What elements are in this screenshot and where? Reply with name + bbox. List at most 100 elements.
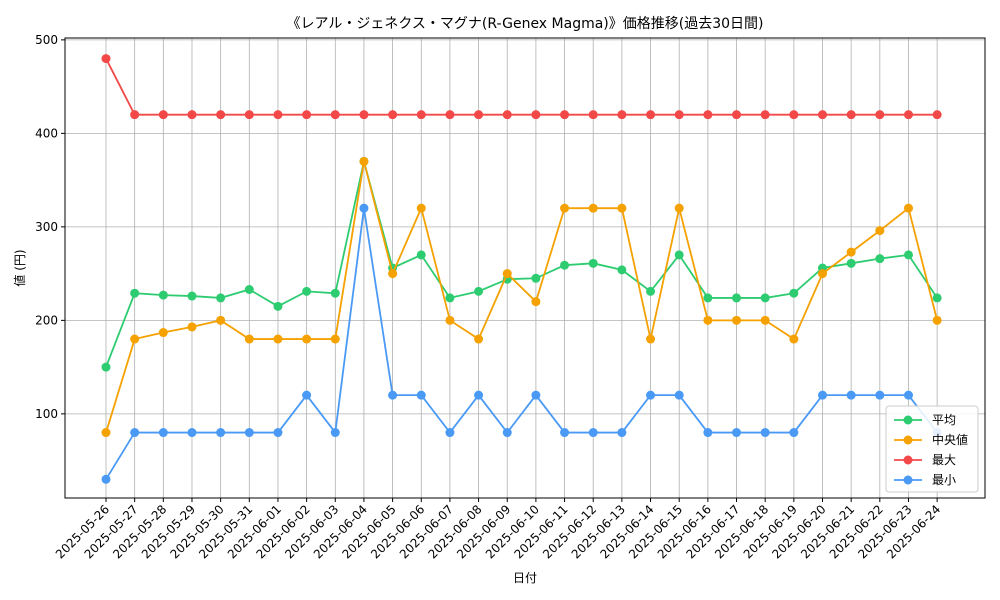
data-point [588,110,598,120]
data-point [445,428,455,438]
data-point [187,428,197,438]
legend-label: 最大 [932,453,956,467]
data-point [216,293,226,303]
data-point [502,428,512,438]
data-point [416,250,426,260]
data-point [531,297,541,307]
data-point [101,474,111,484]
series-2 [101,54,942,120]
data-point [903,110,913,120]
legend-label: 平均 [932,413,956,427]
data-point [560,203,570,213]
legend-label: 最小 [932,473,956,487]
data-point [875,390,885,400]
y-tick-label: 100 [35,407,58,421]
y-tick-label: 200 [35,313,58,327]
data-point [244,285,254,295]
data-point [617,265,627,275]
data-point [244,110,254,120]
data-point [273,334,283,344]
data-point [674,110,684,120]
data-point [445,293,455,303]
data-point [158,290,168,300]
legend-item: 最小 [894,473,956,487]
data-point [646,286,656,296]
data-point [101,428,111,438]
legend-item: 平均 [894,413,956,427]
data-point [560,110,570,120]
data-point [789,110,799,120]
data-point [273,110,283,120]
data-point [732,110,742,120]
data-point [330,428,340,438]
data-point [302,334,312,344]
data-point [617,428,627,438]
data-point [646,110,656,120]
data-point [216,110,226,120]
chart-title: 《レアル・ジェネクス・マグナ(R-Genex Magma)》価格推移(過去30日… [286,16,763,32]
data-point [732,315,742,325]
data-point [674,250,684,260]
data-point [416,110,426,120]
data-point [588,428,598,438]
data-point [646,334,656,344]
data-point [703,110,713,120]
data-point [903,390,913,400]
data-point [244,334,254,344]
data-point [875,110,885,120]
data-point [932,110,942,120]
data-point [531,390,541,400]
series-1 [101,156,942,438]
y-tick-label: 300 [35,220,58,234]
data-point [244,428,254,438]
data-point [789,334,799,344]
legend-item: 中央値 [894,432,968,447]
data-point [531,273,541,283]
data-point [445,315,455,325]
data-point [216,428,226,438]
data-point [903,250,913,260]
data-point [732,428,742,438]
grid [65,38,985,498]
data-point [158,428,168,438]
data-point [130,334,140,344]
data-point [560,428,570,438]
data-point [703,428,713,438]
data-point [416,203,426,213]
data-point [932,315,942,325]
series-line [105,58,938,116]
series-line [105,161,938,368]
data-point [130,428,140,438]
data-point [531,110,541,120]
data-point [187,110,197,120]
data-point [416,390,426,400]
data-point [187,322,197,332]
legend-box [885,405,979,493]
data-point [789,428,799,438]
data-point [560,260,570,270]
axes [64,37,986,499]
data-point [187,291,197,301]
data-point [588,258,598,268]
legend-marker [903,415,913,425]
series-line [105,208,938,480]
data-point [674,203,684,213]
x-axis-ticks: 2025-05-262025-05-272025-05-282025-05-29… [53,498,943,561]
y-tick-label: 500 [35,33,58,47]
data-point [359,203,369,213]
data-point [216,315,226,325]
data-point [474,390,484,400]
data-point [302,390,312,400]
data-point [388,110,398,120]
series-line [105,161,939,433]
y-axis-ticks: 100 200 300 400 500 [35,33,65,421]
data-point [646,390,656,400]
data-point [617,203,627,213]
data-point [732,293,742,303]
data-point [130,110,140,120]
data-point [273,428,283,438]
data-point [388,390,398,400]
